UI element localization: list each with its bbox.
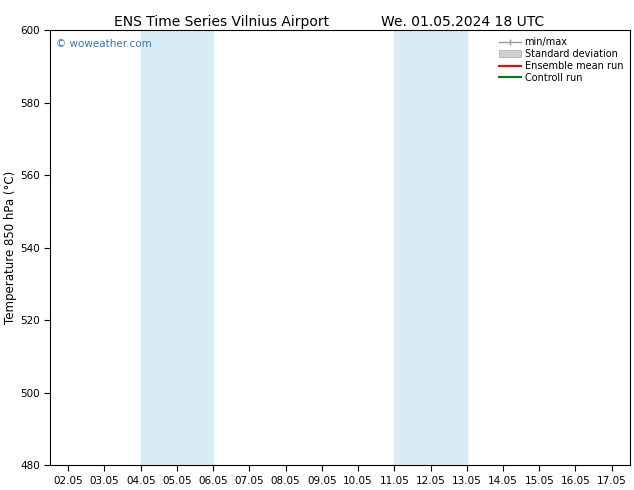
Bar (141, 30, 213, 465)
Legend: min/max, Standard deviation, Ensemble mean run, Controll run: min/max, Standard deviation, Ensemble me… (497, 35, 625, 85)
Bar (394, 30, 467, 465)
Text: We. 01.05.2024 18 UTC: We. 01.05.2024 18 UTC (381, 15, 545, 29)
Text: ENS Time Series Vilnius Airport: ENS Time Series Vilnius Airport (114, 15, 330, 29)
Text: © woweather.com: © woweather.com (56, 39, 152, 49)
Y-axis label: Temperature 850 hPa (°C): Temperature 850 hPa (°C) (4, 171, 17, 324)
